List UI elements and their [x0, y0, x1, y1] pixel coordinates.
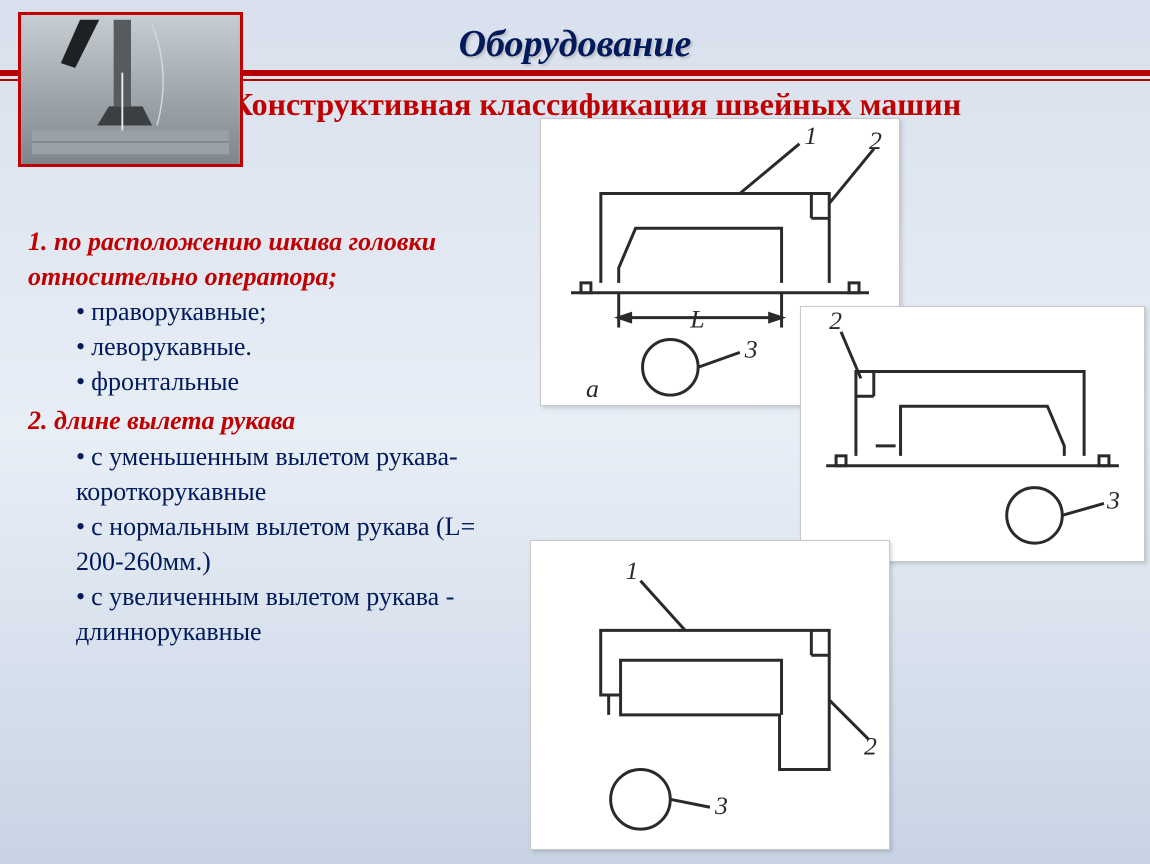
section-2-list: с уменьшенным вылетом рукава-короткорука…: [28, 439, 528, 650]
label-a: а: [586, 374, 599, 403]
list-item: праворукавные;: [76, 294, 528, 329]
list-item: леворукавные.: [76, 329, 528, 364]
section-1-title: по расположению шкива головки относитель…: [28, 227, 436, 291]
label-3: 3: [714, 791, 728, 820]
list-item: с уменьшенным вылетом рукава-короткорука…: [76, 439, 528, 509]
label-2: 2: [864, 732, 877, 761]
list-item: фронтальные: [76, 364, 528, 399]
label-L: L: [689, 305, 704, 334]
section-1-head: 1. по расположению шкива головки относит…: [28, 224, 528, 294]
section-1-list: праворукавные; леворукавные. фронтальные: [28, 294, 528, 399]
label-1: 1: [626, 556, 639, 585]
label-2: 2: [829, 307, 842, 335]
section-2-num: 2.: [28, 406, 48, 435]
label-1: 1: [804, 121, 817, 150]
list-item: с увеличенным вылетом рукава - длиннорук…: [76, 579, 528, 649]
label-2: 2: [869, 126, 882, 155]
diagram-2: 2 3: [800, 306, 1145, 562]
classification-text: 1. по расположению шкива головки относит…: [28, 220, 528, 649]
thumbnail-photo: [18, 12, 243, 167]
label-3: 3: [744, 334, 758, 363]
section-2-head: 2. длине вылета рукава: [28, 403, 528, 438]
section-2-title: длине вылета рукава: [54, 406, 295, 435]
diagram-3: 1 2 3: [530, 540, 890, 850]
section-1-num: 1.: [28, 227, 48, 256]
list-item: с нормальным вылетом рукава (L= 200-260м…: [76, 509, 528, 579]
label-3: 3: [1106, 485, 1120, 514]
